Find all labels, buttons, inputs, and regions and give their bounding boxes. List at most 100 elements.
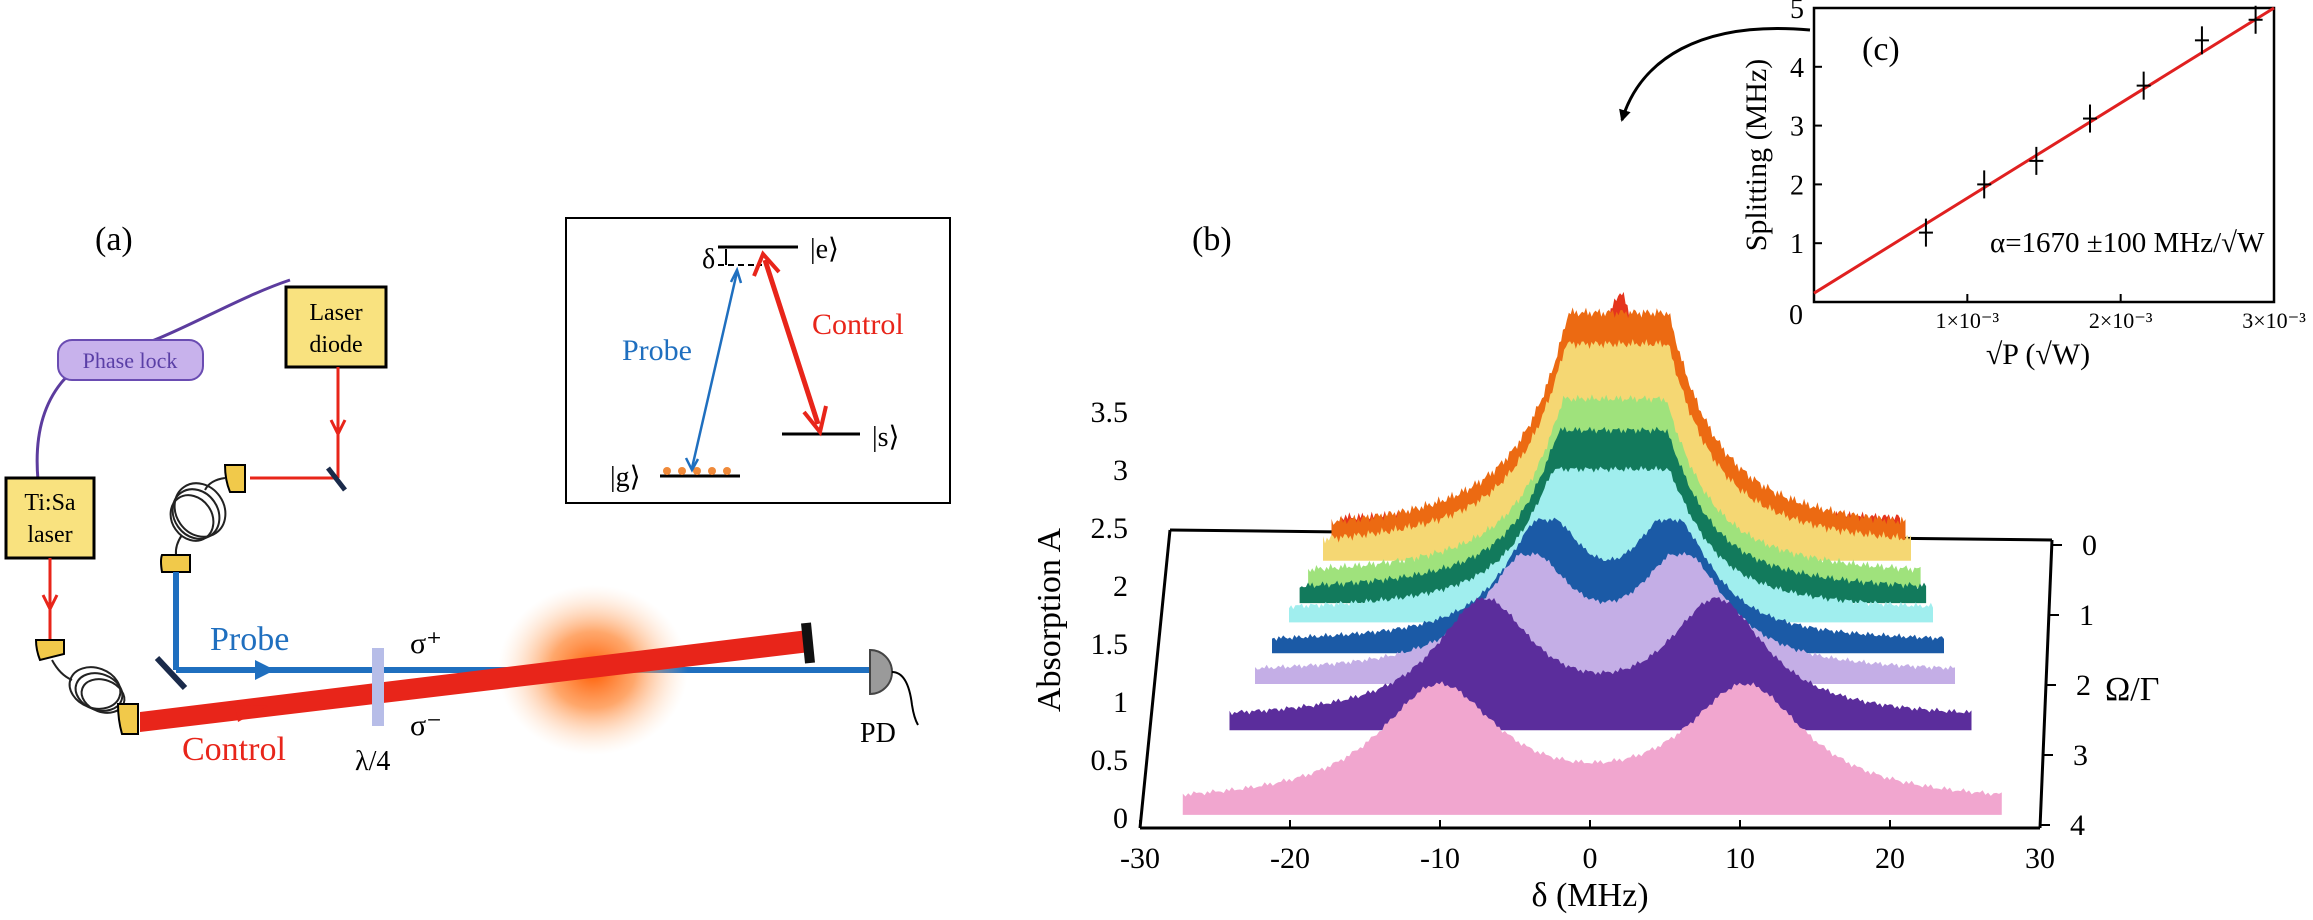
x-axis-label: δ (MHz): [1531, 877, 1648, 914]
data-point: [2029, 146, 2044, 175]
atom-population: [663, 467, 731, 475]
z-tick-label: 1: [2079, 599, 2094, 632]
panel-b-label: (b): [1192, 221, 1232, 258]
probe-transition-label: Probe: [622, 334, 692, 367]
delta-label: δ: [702, 244, 715, 275]
laser-diode-label-1: Laser: [309, 300, 362, 326]
laser-diode-label-2: diode: [309, 332, 362, 358]
x-tick-label: -20: [1270, 842, 1310, 875]
data-point: [2083, 104, 2097, 133]
fiber-coupler-probe: [160, 554, 191, 573]
excited-label: |e⟩: [810, 234, 839, 265]
z-tick-label: 0: [2082, 529, 2097, 562]
control-transition: [762, 259, 821, 425]
ground-label: |g⟩: [610, 462, 641, 493]
y-tick-label: 2: [1113, 570, 1128, 603]
waveplate-label: λ/4: [355, 746, 390, 777]
sigma-plus-label: σ⁺: [410, 627, 442, 660]
probe-mirror: [154, 655, 188, 691]
y-tick-label: 1: [1113, 686, 1128, 719]
diode-beam-arrow: [329, 419, 347, 438]
fiber-coil-bottom: [51, 659, 128, 717]
y-tick-label: 0.5: [1091, 744, 1129, 777]
z-tick-labels: 0 1 2 3 4: [2040, 529, 2097, 842]
c-y-tick-label: 3: [1790, 112, 1804, 143]
panel-a: (a) Phase lock Laser diode Ti:Sa laser: [4, 221, 919, 777]
c-x-tick-label: 3×10⁻³: [2242, 308, 2306, 333]
c-y-tick-label: 1: [1790, 229, 1804, 260]
c-y-axis-label: Splitting (MHz): [1740, 59, 1773, 252]
c-y-tick-label: 4: [1790, 53, 1804, 84]
spectrum-trace: [1272, 517, 1944, 654]
diode-mirror: [326, 466, 347, 492]
fit-annotation: α=1670 ±100 MHz/√W: [1990, 227, 2265, 259]
back-left-edge: [1138, 529, 1172, 829]
fiber-coil-top: [169, 477, 227, 556]
tisa-label-2: laser: [27, 522, 72, 548]
probe-transition-head-high: [729, 266, 743, 284]
z-tick-label: 4: [2070, 809, 2085, 842]
tisa-label-1: Ti:Sa: [24, 490, 76, 516]
photodiode-label: PD: [860, 718, 896, 749]
c-x-tick-label: 1×10⁻³: [1936, 308, 2000, 333]
c-y-tick-label: 5: [1790, 0, 1804, 25]
panel-c: 1 2 3 4 5 0 1×10⁻³ 2×10⁻³ 3×10⁻³ (c) α=1670 ±100…: [1740, 0, 2306, 371]
control-arrow: [235, 705, 268, 722]
probe-transition-head-low: [684, 457, 700, 473]
absorption-spectra: [1182, 291, 2002, 815]
probe-label: Probe: [210, 621, 289, 658]
data-points: [1918, 5, 2263, 247]
tisa-beam-arrow: [41, 594, 59, 613]
photodiode: [869, 648, 893, 696]
fiber-coupler-left: [34, 639, 65, 662]
level-diagram: δ |e⟩ |g⟩ |s⟩ Probe Control: [565, 217, 951, 504]
z-tick-label: 3: [2073, 739, 2088, 772]
laser-diode-box: [284, 285, 388, 369]
y-axis-label: Absorption A: [1031, 527, 1068, 712]
storage-label: |s⟩: [872, 422, 899, 453]
spectrum-trace: [1182, 681, 2002, 815]
control-transition-head-high: [752, 250, 781, 277]
x-tick-label: 30: [2025, 842, 2055, 875]
data-point: [1977, 170, 1992, 199]
data-point: [2136, 71, 2151, 100]
photodiode-cable: [891, 671, 919, 726]
panel-a-label: (a): [95, 221, 133, 258]
c-y-tick-label: 2: [1790, 170, 1804, 201]
pointer-arrow: [1619, 27, 1811, 122]
y-tick-label: 3.5: [1091, 396, 1129, 429]
data-point: [1918, 218, 1933, 247]
x-tick-label: 0: [1583, 842, 1598, 875]
probe-transition: [690, 271, 739, 469]
panel-b: (b) -30 -20 -10 0 10 20 30 00.511.522.533.5 01…: [1031, 27, 2159, 914]
waveplate: [372, 648, 384, 726]
fit-line: [1813, 6, 2275, 295]
control-label: Control: [182, 731, 286, 768]
z-axis-label: Ω/Γ: [2105, 671, 2159, 708]
y-tick-label: 1.5: [1091, 628, 1129, 661]
control-transition-head-low: [802, 405, 828, 437]
y-tick-label: 2.5: [1091, 512, 1129, 545]
phase-lock-box: [57, 339, 204, 381]
control-block: [801, 622, 815, 664]
spectrum-trace: [1289, 465, 1933, 623]
x-tick-label: -30: [1120, 842, 1160, 875]
phase-lock-label: Phase lock: [83, 348, 178, 373]
y-tick-labels: 0 0.5 1 1.5 2 2.5 3 3.5: [1091, 396, 1129, 835]
y-tick-label: 0: [1113, 802, 1128, 835]
probe-arrow: [255, 660, 275, 680]
z-tick-label: 2: [2076, 669, 2091, 702]
x-tick-label: -10: [1420, 842, 1460, 875]
y-tick-label: 3: [1113, 454, 1128, 487]
data-point: [2194, 26, 2209, 55]
fiber-coupler-control: [116, 703, 139, 735]
control-beam: [140, 630, 810, 732]
data-point: [2248, 5, 2263, 34]
c-x-tick-label: 0: [1789, 300, 1803, 331]
panel-c-ticks: 1 2 3 4 5 0 1×10⁻³ 2×10⁻³ 3×10⁻³: [1789, 0, 2306, 333]
panel-c-label: (c): [1862, 31, 1900, 68]
control-transition-label: Control: [812, 308, 904, 341]
x-tick-label: 10: [1725, 842, 1755, 875]
c-x-axis-label: √P (√W): [1986, 338, 2090, 371]
